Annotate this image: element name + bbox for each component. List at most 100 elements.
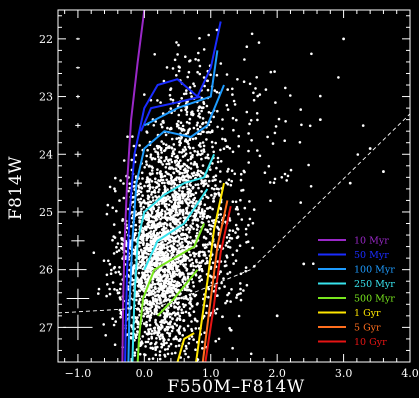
- star-point-2913: [310, 52, 313, 56]
- star-point-2500: [184, 55, 187, 58]
- star-point-2470: [178, 210, 182, 214]
- star-point-2759: [229, 300, 232, 303]
- star-point-2076: [141, 231, 144, 234]
- star-point-2781: [225, 236, 229, 239]
- star-point-671: [145, 160, 148, 163]
- star-point-3036: [156, 345, 159, 349]
- star-point-2747: [210, 187, 214, 190]
- legend-entry-6: 5 Gyr: [318, 323, 381, 334]
- star-point-1230: [146, 247, 149, 250]
- star-point-1568: [163, 188, 167, 191]
- isochrone-250-myr-branch-0: [131, 153, 216, 362]
- star-point-1870: [182, 257, 185, 261]
- star-point-1087: [156, 254, 159, 257]
- star-point-2302: [166, 126, 169, 130]
- star-point-2067: [195, 260, 198, 264]
- star-point-1941: [173, 203, 176, 206]
- star-point-1126: [145, 320, 148, 324]
- star-point-2264: [211, 145, 214, 149]
- star-point-2586: [196, 150, 199, 153]
- star-point-1520: [142, 199, 146, 202]
- star-point-2731: [237, 292, 240, 296]
- star-point-2862: [226, 145, 229, 148]
- star-point-1485: [152, 289, 155, 293]
- star-point-1829: [176, 308, 180, 311]
- star-point-2033: [184, 278, 187, 281]
- star-point-1809: [148, 266, 151, 270]
- star-point-1653: [205, 311, 208, 315]
- star-point-2217: [151, 196, 155, 199]
- star-point-2333: [192, 126, 196, 130]
- star-point-1739: [158, 279, 162, 283]
- star-point-1242: [154, 255, 158, 259]
- star-point-2851: [205, 207, 209, 210]
- star-point-1967: [195, 232, 199, 235]
- star-point-1741: [175, 301, 179, 305]
- star-point-2632: [243, 58, 246, 61]
- star-point-3002: [130, 332, 133, 335]
- star-point-2392: [178, 143, 181, 147]
- star-point-3: [161, 216, 164, 219]
- star-point-2809: [240, 218, 244, 221]
- star-point-1689: [200, 221, 204, 224]
- star-point-2597: [178, 150, 181, 154]
- star-point-983: [176, 273, 179, 277]
- star-point-1547: [174, 306, 178, 309]
- star-point-744: [118, 199, 121, 202]
- star-point-1643: [161, 178, 165, 182]
- star-point-2669: [252, 98, 256, 102]
- star-point-2550: [186, 75, 189, 79]
- star-point-874: [158, 188, 161, 191]
- star-point-789: [192, 268, 195, 272]
- star-point-2611: [222, 147, 226, 150]
- star-point-1098: [111, 281, 115, 284]
- star-point-1478: [158, 262, 162, 265]
- star-point-1505: [169, 225, 173, 228]
- star-point-1023: [154, 320, 157, 324]
- star-point-2818: [216, 225, 219, 229]
- star-point-1677: [189, 167, 193, 170]
- star-point-2739: [228, 219, 232, 222]
- star-point-2350: [119, 179, 122, 182]
- star-point-2745: [193, 218, 196, 221]
- star-point-2668: [213, 89, 217, 92]
- star-point-1211: [144, 340, 148, 344]
- star-point-369: [107, 259, 110, 263]
- star-point-2923: [179, 356, 182, 359]
- star-point-672: [147, 337, 151, 341]
- star-point-2243: [165, 66, 169, 69]
- star-point-898: [155, 278, 159, 282]
- star-point-998: [102, 259, 106, 263]
- star-point-2683: [249, 352, 253, 356]
- star-point-1004: [147, 252, 150, 256]
- star-point-2051: [139, 186, 143, 189]
- star-point-2241: [185, 110, 189, 114]
- star-point-1188: [151, 357, 155, 360]
- star-point-2332: [163, 221, 167, 225]
- star-point-2440: [143, 184, 146, 188]
- star-point-2557: [190, 95, 193, 98]
- star-point-753: [151, 296, 155, 300]
- star-point-2966: [160, 319, 164, 322]
- star-point-2866: [243, 206, 247, 210]
- star-point-2258: [171, 67, 175, 70]
- star-point-1850: [197, 206, 201, 209]
- star-point-271: [115, 209, 118, 213]
- star-point-2598: [219, 62, 223, 65]
- star-point-1998: [137, 262, 140, 266]
- star-point-2710: [244, 269, 247, 273]
- star-point-2379: [174, 193, 178, 197]
- star-point-2443: [194, 137, 198, 140]
- star-point-2560: [202, 100, 205, 104]
- star-point-2522: [235, 118, 238, 122]
- star-point-1524: [137, 257, 141, 261]
- star-point-2743: [229, 236, 232, 240]
- star-point-2594: [181, 124, 185, 128]
- star-point-1311: [112, 323, 116, 327]
- star-point-14: [167, 338, 170, 342]
- star-point-2769: [199, 215, 202, 218]
- star-point-919: [192, 292, 195, 296]
- star-point-1190: [158, 231, 162, 234]
- star-point-2120: [170, 247, 174, 251]
- star-point-2382: [172, 182, 175, 185]
